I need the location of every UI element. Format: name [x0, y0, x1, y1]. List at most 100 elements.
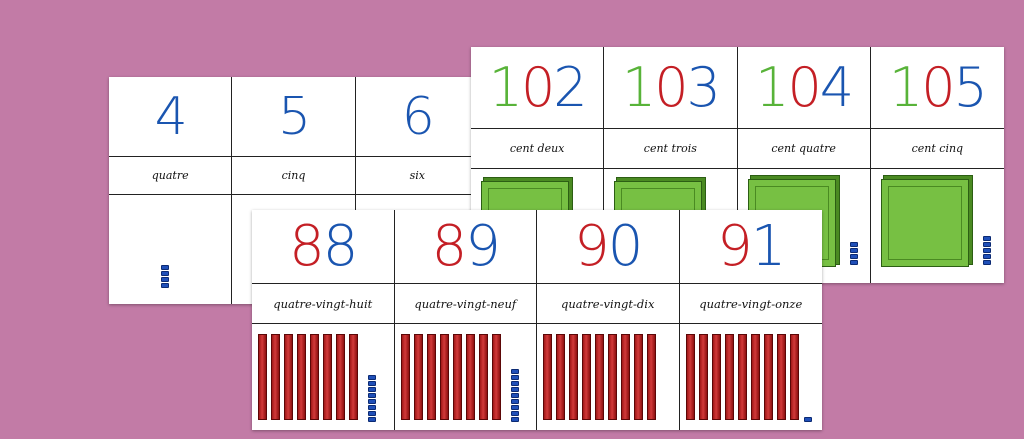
blocks-card-4 [109, 195, 233, 304]
unit-cube [510, 411, 519, 416]
blocks-card-90 [537, 324, 680, 430]
number-word: six [409, 169, 426, 182]
unit-cube [510, 387, 519, 392]
tens-digit: 8 [431, 213, 468, 279]
word-card-quatre-vingt-onze: quatre-vingt-onze [679, 284, 822, 324]
word-card-quatre-vingt-dix: quatre-vingt-dix [537, 284, 680, 324]
unit-cube [982, 248, 991, 253]
ten-rod [323, 334, 332, 420]
unit-cube [510, 417, 519, 422]
ten-rod [698, 334, 708, 420]
ten-rod [258, 334, 267, 420]
number-word: quatre [151, 169, 189, 182]
tens-digit: 9 [717, 213, 753, 279]
number-card-88: 88 [252, 210, 395, 284]
number-digits: 102 [489, 60, 588, 115]
ten-rod [349, 334, 358, 420]
ten-rod [465, 334, 475, 420]
tens-digit: 0 [787, 55, 821, 119]
unit-cube [510, 405, 519, 410]
word-card-cent-deux: cent deux [471, 129, 605, 169]
units-digit: 3 [686, 55, 721, 119]
number-card-4: 4 [109, 77, 233, 157]
units-digit: 4 [819, 55, 854, 119]
number-digits: 4 [154, 86, 188, 147]
unit-cube [368, 411, 376, 416]
ten-rod [569, 334, 578, 420]
blocks-card-89 [395, 324, 537, 430]
ten-rod [297, 334, 306, 420]
unit-cube [161, 265, 169, 270]
ten-rod [685, 334, 695, 420]
number-word: quatre-vingt-onze [699, 296, 803, 311]
ten-rods [685, 334, 799, 420]
unit-cube [803, 417, 812, 422]
number-digits: 91 [717, 218, 786, 275]
tens-digit: 0 [654, 55, 688, 119]
hundred-flat [880, 179, 969, 267]
number-word: cent cinq [911, 142, 964, 155]
units-digit: 0 [607, 213, 644, 279]
tens-digit: 8 [289, 213, 325, 279]
ten-rod [556, 334, 565, 420]
number-card-90: 90 [537, 210, 680, 284]
ten-rod [543, 334, 552, 420]
number-digits: 6 [401, 86, 435, 147]
ten-rod [452, 334, 462, 420]
number-card-6: 6 [355, 77, 479, 157]
blocks-card-91 [680, 324, 823, 430]
unit-cube [982, 254, 991, 259]
tens-digit: 0 [520, 55, 555, 119]
ten-rod [634, 334, 643, 420]
unit-cube [368, 399, 376, 404]
ten-rod [284, 334, 293, 420]
number-word: quatre-vingt-huit [273, 296, 373, 311]
unit-cube [510, 381, 519, 386]
units-digit: 9 [465, 213, 501, 279]
number-card-105: 105 [870, 47, 1004, 129]
unit-cube [982, 260, 991, 265]
number-word: cinq [281, 169, 306, 182]
ten-rod [413, 334, 423, 420]
units-digit: 2 [553, 55, 587, 119]
number-word: cent deux [509, 142, 565, 155]
ten-rod [478, 334, 488, 420]
unit-cubes-column [368, 375, 376, 422]
blocks-card-105 [871, 169, 1004, 283]
number-digits: 89 [432, 218, 501, 275]
word-card-cent-trois: cent trois [604, 129, 738, 169]
ten-rod [400, 334, 410, 420]
unit-cube [510, 393, 519, 398]
ten-rod [426, 334, 436, 420]
unit-cube [849, 260, 858, 265]
ten-rod [439, 334, 449, 420]
unit-cube [161, 277, 169, 282]
unit-cube [368, 381, 376, 386]
hundreds-digit: 1 [755, 55, 789, 119]
ten-rod [750, 334, 760, 420]
tens-digit: 9 [574, 213, 610, 279]
hundreds-digit: 1 [888, 55, 923, 119]
unit-cube [368, 393, 376, 398]
ten-rod [789, 334, 799, 420]
hundreds-digit: 1 [488, 55, 523, 119]
number-card-104: 104 [737, 47, 871, 129]
unit-cubes-column [849, 242, 858, 265]
word-card-cent-quatre: cent quatre [737, 129, 871, 169]
unit-cube [849, 242, 858, 247]
unit-cube [510, 399, 519, 404]
ten-rod [776, 334, 786, 420]
number-digits: 104 [755, 60, 854, 115]
unit-cubes-column [510, 369, 519, 422]
ten-rod [647, 334, 656, 420]
number-digits: 103 [622, 60, 721, 115]
numeration-sheet-tens: 88 89 90 91 quatre-vingt-huit quatre-vin… [252, 210, 822, 430]
unit-cube [161, 283, 169, 288]
number-card-102: 102 [471, 47, 605, 129]
word-card-quatre: quatre [109, 157, 233, 195]
ten-rods [400, 334, 501, 420]
number-word: quatre-vingt-neuf [414, 296, 517, 311]
ten-rod [271, 334, 280, 420]
ten-rods [258, 334, 358, 420]
number-card-91: 91 [679, 210, 822, 284]
